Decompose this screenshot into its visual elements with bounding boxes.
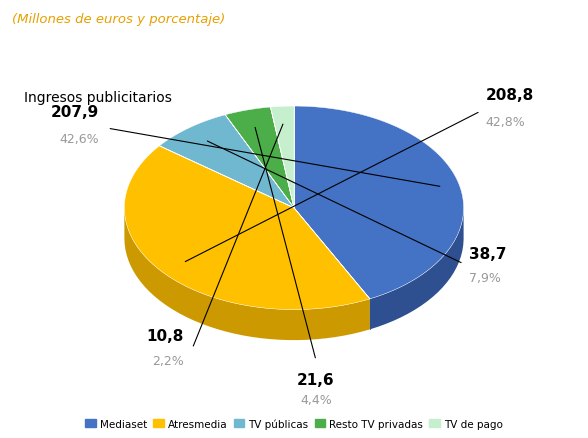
Polygon shape	[125, 146, 370, 310]
Text: 10,8: 10,8	[146, 328, 184, 343]
Text: 207,9: 207,9	[51, 104, 99, 120]
Text: 7,9%: 7,9%	[469, 271, 500, 284]
Polygon shape	[370, 210, 463, 330]
Legend: Mediaset, Atresmedia, TV públicas, Resto TV privadas, TV de pago: Mediaset, Atresmedia, TV públicas, Resto…	[81, 414, 507, 433]
Text: 208,8: 208,8	[486, 88, 534, 102]
Text: 21,6: 21,6	[298, 372, 335, 388]
Text: 38,7: 38,7	[469, 247, 506, 261]
Text: (Millones de euros y porcentaje): (Millones de euros y porcentaje)	[12, 13, 225, 26]
Polygon shape	[270, 107, 294, 208]
Text: 4,4%: 4,4%	[300, 393, 332, 406]
Polygon shape	[159, 116, 294, 208]
Text: 42,6%: 42,6%	[59, 132, 99, 145]
Text: 2,2%: 2,2%	[152, 354, 184, 367]
Text: Ingresos publicitarios: Ingresos publicitarios	[24, 91, 172, 105]
Text: 42,8%: 42,8%	[486, 116, 526, 128]
Polygon shape	[125, 209, 370, 340]
Polygon shape	[294, 107, 463, 299]
Polygon shape	[225, 108, 294, 208]
